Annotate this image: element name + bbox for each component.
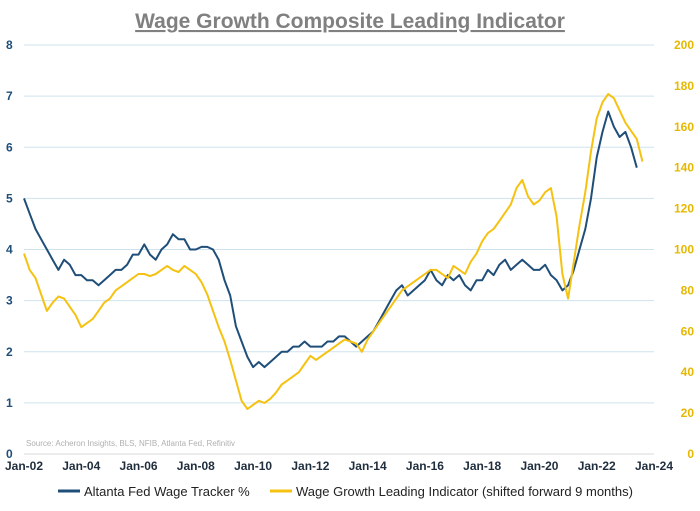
x-tick-label: Jan-10 (234, 459, 272, 473)
left-tick-label: 3 (6, 294, 13, 308)
left-tick-label: 1 (6, 396, 13, 410)
right-tick-label: 200 (674, 38, 694, 52)
right-tick-label: 160 (674, 120, 694, 134)
series-line-leading-indicator (23, 93, 644, 410)
right-axis: 0 20 40 60 80 100 120 140 160 180 200 (674, 38, 694, 461)
right-tick-label: 180 (674, 79, 694, 93)
x-tick-label: Jan-18 (463, 459, 501, 473)
x-tick-label: Jan-08 (177, 459, 215, 473)
left-tick-label: 7 (6, 89, 13, 103)
chart-title: Wage Growth Composite Leading Indicator (135, 10, 565, 33)
x-tick-label: Jan-06 (120, 459, 158, 473)
left-tick-label: 5 (6, 191, 13, 205)
right-tick-label: 0 (687, 447, 694, 461)
x-tick-label: Jan-02 (5, 459, 43, 473)
x-tick-label: Jan-24 (635, 459, 673, 473)
right-tick-label: 60 (681, 324, 695, 338)
x-tick-label: Jan-20 (520, 459, 558, 473)
left-tick-label: 4 (6, 243, 13, 257)
x-axis: Jan-02 Jan-04 Jan-06 Jan-08 Jan-10 Jan-12 Jan-… (5, 453, 673, 473)
left-tick-label: 8 (6, 38, 13, 52)
left-axis: 0 1 2 3 4 5 6 7 8 (6, 38, 13, 461)
right-tick-label: 40 (681, 365, 695, 379)
series-line-wage-tracker (23, 110, 638, 369)
left-tick-label: 0 (6, 447, 13, 461)
right-tick-label: 140 (674, 161, 694, 175)
left-tick-label: 2 (6, 345, 13, 359)
right-tick-label: 80 (681, 283, 695, 297)
legend-label-wage-tracker: Altanta Fed Wage Tracker % (84, 484, 250, 499)
right-tick-label: 120 (674, 202, 694, 216)
gridlines (24, 44, 654, 404)
right-tick-label: 20 (681, 406, 695, 420)
x-tick-label: Jan-22 (578, 459, 616, 473)
x-tick-label: Jan-04 (62, 459, 100, 473)
right-tick-label: 100 (674, 243, 694, 257)
x-tick-label: Jan-16 (406, 459, 444, 473)
series-lines (23, 93, 644, 410)
source-note: Source: Acheron Insights, BLS, NFIB, Atl… (26, 439, 235, 448)
legend-label-leading-indicator: Wage Growth Leading Indicator (shifted f… (296, 484, 633, 499)
legend: Altanta Fed Wage Tracker % Wage Growth L… (58, 484, 633, 499)
left-tick-label: 6 (6, 140, 13, 154)
x-tick-label: Jan-12 (291, 459, 329, 473)
x-tick-label: Jan-14 (349, 459, 387, 473)
